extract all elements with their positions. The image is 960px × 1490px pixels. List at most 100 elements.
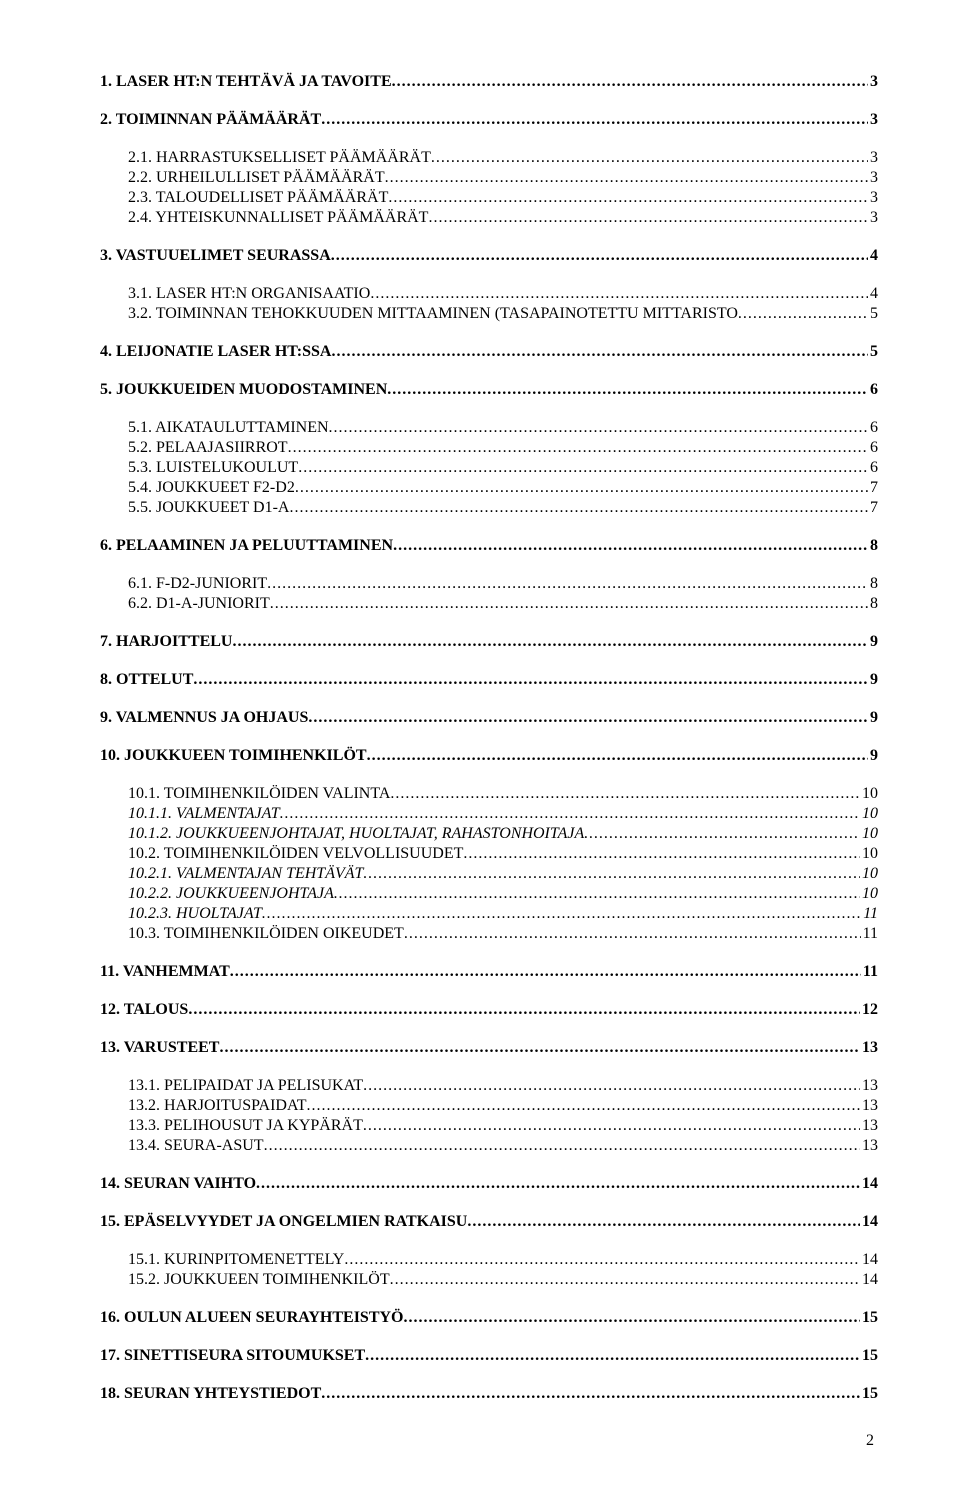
toc-entry: 5.3. LUISTELUKOULUT 6: [128, 458, 878, 478]
toc-leader: [232, 632, 868, 652]
toc-entry: 10.2.2. JOUKKUEENJOHTAJA 10: [128, 884, 878, 904]
toc-label: 4. LEIJONATIE LASER HT:SSA: [100, 342, 331, 362]
toc-page-number: 13: [860, 1096, 878, 1116]
toc-leader: [193, 670, 868, 690]
toc-page-number: 8: [868, 574, 878, 594]
toc-entry: 10.3. TOIMIHENKILÖIDEN OIKEUDET 11: [128, 924, 878, 944]
toc-entry: 12. TALOUS 12: [100, 1000, 878, 1020]
toc-leader: [308, 708, 868, 728]
toc-leader: [392, 72, 868, 92]
toc-page-number: 8: [868, 536, 878, 556]
toc-leader: [385, 168, 868, 188]
toc-entry: 15.1. KURINPITOMENETTELY 14: [128, 1250, 878, 1270]
toc-page-number: 14: [860, 1270, 878, 1290]
toc-label: 5.5. JOUKKUEET D1-A: [128, 498, 289, 518]
toc-label: 10.1.2. JOUKKUEENJOHTAJAT, HUOLTAJAT, RA…: [128, 824, 584, 844]
toc-page-number: 15: [860, 1346, 878, 1366]
toc-page-number: 3: [868, 168, 878, 188]
toc-page-number: 12: [860, 1000, 878, 1020]
toc-label: 13.1. PELIPAIDAT JA PELISUKAT: [128, 1076, 363, 1096]
toc-entry: 13.2. HARJOITUSPAIDAT 13: [128, 1096, 878, 1116]
toc-label: 10.2. TOIMIHENKILÖIDEN VELVOLLISUUDET: [128, 844, 463, 864]
toc-entry: 3.1. LASER HT:N ORGANISAATIO 4: [128, 284, 878, 304]
toc-label: 7. HARJOITTELU: [100, 632, 232, 652]
toc-leader: [467, 1212, 860, 1232]
toc-entry: 2.4. YHTEISKUNNALLISET PÄÄMÄÄRÄT 3: [128, 208, 878, 228]
toc-label: 5.1. AIKATAULUTTAMINEN: [128, 418, 329, 438]
toc-entry: 13.1. PELIPAIDAT JA PELISUKAT 13: [128, 1076, 878, 1096]
toc-page-number: 4: [868, 284, 878, 304]
toc-entry: 2.1. HARRASTUKSELLISET PÄÄMÄÄRÄT 3: [128, 148, 878, 168]
toc-page-number: 13: [860, 1116, 878, 1136]
toc-label: 5.4. JOUKKUEET F2-D2: [128, 478, 295, 498]
toc-entry: 16. OULUN ALUEEN SEURAYHTEISTYÖ 15: [100, 1308, 878, 1328]
toc-entry: 3. VASTUUELIMET SEURASSA 4: [100, 246, 878, 266]
toc-label: 10.2.2. JOUKKUEENJOHTAJA: [128, 884, 334, 904]
toc-label: 13.2. HARJOITUSPAIDAT: [128, 1096, 307, 1116]
toc-page-number: 13: [860, 1038, 878, 1058]
toc-label: 12. TALOUS: [100, 1000, 188, 1020]
toc-page-number: 10: [860, 804, 878, 824]
toc-page-number: 6: [868, 438, 878, 458]
toc-page-number: 7: [868, 478, 878, 498]
toc-label: 2.3. TALOUDELLISET PÄÄMÄÄRÄT: [128, 188, 388, 208]
toc-label: 3.2. TOIMINNAN TEHOKKUUDEN MITTAAMINEN (…: [128, 304, 738, 324]
toc-entry: 10.2.3. HUOLTAJAT 11: [128, 904, 878, 924]
toc-label: 8. OTTELUT: [100, 670, 193, 690]
toc-leader: [331, 246, 868, 266]
toc-label: 5.3. LUISTELUKOULUT: [128, 458, 298, 478]
toc-label: 14. SEURAN VAIHTO: [100, 1174, 256, 1194]
toc-page-number: 3: [868, 148, 878, 168]
toc-page-number: 9: [868, 746, 878, 766]
toc-label: 6.2. D1-A-JUNIORIT: [128, 594, 270, 614]
toc-leader: [334, 884, 860, 904]
toc-page-number: 6: [868, 418, 878, 438]
toc-page-number: 11: [861, 924, 878, 944]
toc-leader: [344, 1250, 860, 1270]
toc-page-number: 15: [860, 1308, 878, 1328]
toc-entry: 5.1. AIKATAULUTTAMINEN 6: [128, 418, 878, 438]
toc-page-number: 11: [861, 962, 878, 982]
toc-leader: [370, 284, 868, 304]
toc-page-number: 10: [860, 884, 878, 904]
toc-leader: [188, 1000, 860, 1020]
toc-label: 3.1. LASER HT:N ORGANISAATIO: [128, 284, 370, 304]
toc-page-number: 5: [868, 304, 878, 324]
toc-entry: 17. SINETTISEURA SITOUMUKSET 15: [100, 1346, 878, 1366]
toc-leader: [256, 1174, 860, 1194]
toc-label: 15.1. KURINPITOMENETTELY: [128, 1250, 344, 1270]
toc-page-number: 5: [868, 342, 878, 362]
toc-page-number: 14: [860, 1174, 878, 1194]
toc-entry: 1. LASER HT:N TEHTÄVÄ JA TAVOITE 3: [100, 72, 878, 92]
toc-label: 5. JOUKKUEIDEN MUODOSTAMINEN: [100, 380, 387, 400]
toc-entry: 7. HARJOITTELU 9: [100, 632, 878, 652]
page-footer-number: 2: [100, 1432, 878, 1450]
toc-label: 2.1. HARRASTUKSELLISET PÄÄMÄÄRÄT: [128, 148, 431, 168]
toc-entry: 5.2. PELAAJASIIRROT 6: [128, 438, 878, 458]
toc-label: 10.1. TOIMIHENKILÖIDEN VALINTA: [128, 784, 390, 804]
toc-page-number: 13: [860, 1076, 878, 1096]
toc-page-number: 14: [860, 1212, 878, 1232]
toc-entry: 2.2. URHEILULLISET PÄÄMÄÄRÄT 3: [128, 168, 878, 188]
toc-label: 5.2. PELAAJASIIRROT: [128, 438, 288, 458]
toc-entry: 5.4. JOUKKUEET F2-D2 7: [128, 478, 878, 498]
toc-leader: [363, 864, 860, 884]
toc-leader: [431, 148, 868, 168]
toc-page-number: 9: [868, 670, 878, 690]
toc-label: 18. SEURAN YHTEYSTIEDOT: [100, 1384, 321, 1404]
toc-label: 13.3. PELIHOUSUT JA KYPÄRÄT: [128, 1116, 363, 1136]
toc-entry: 15. EPÄSELVYYDET JA ONGELMIEN RATKAISU 1…: [100, 1212, 878, 1232]
toc-entry: 10.2.1. VALMENTAJAN TEHTÄVÄT 10: [128, 864, 878, 884]
toc-page-number: 3: [868, 208, 878, 228]
toc-leader: [388, 188, 868, 208]
toc-leader: [280, 804, 860, 824]
toc-label: 13.4. SEURA-ASUT: [128, 1136, 264, 1156]
toc-entry: 10. JOUKKUEEN TOIMIHENKILÖT 9: [100, 746, 878, 766]
toc-leader: [428, 208, 868, 228]
toc-page-number: 15: [860, 1384, 878, 1404]
toc-page-number: 6: [868, 380, 878, 400]
toc-leader: [270, 594, 868, 614]
toc-label: 10.1.1. VALMENTAJAT: [128, 804, 280, 824]
toc-label: 11. VANHEMMAT: [100, 962, 230, 982]
toc-label: 2. TOIMINNAN PÄÄMÄÄRÄT: [100, 110, 321, 130]
